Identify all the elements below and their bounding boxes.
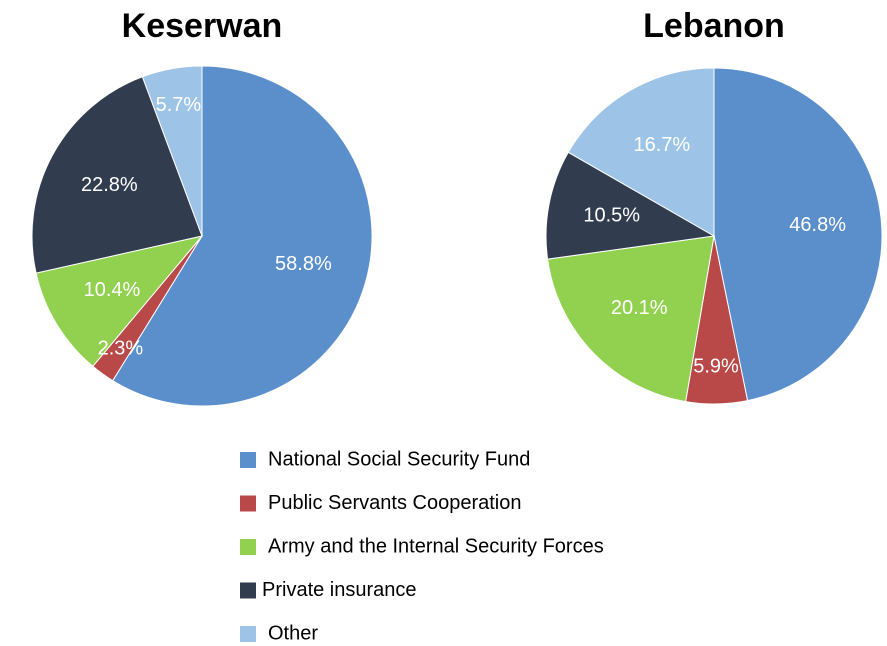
data-label: 10.4%	[84, 279, 141, 301]
legend-swatch	[240, 582, 256, 599]
pie-slice	[713, 67, 883, 402]
data-label: 22.8%	[81, 174, 138, 196]
legend-label: Public Servants Cooperation	[268, 492, 521, 514]
chart-title: Keserwan	[122, 7, 283, 45]
data-label: 58.8%	[275, 253, 332, 275]
legend-swatch	[240, 495, 256, 512]
pie-slice	[141, 65, 203, 237]
legend-swatch	[240, 539, 256, 555]
data-label: 46.8%	[789, 214, 846, 236]
pie-slice	[35, 235, 204, 368]
legend-label: Other	[268, 622, 318, 644]
pie-slice	[547, 235, 715, 403]
legend-label: Private insurance	[262, 579, 417, 601]
chart-title: Lebanon	[643, 7, 785, 45]
data-label: 2.3%	[98, 337, 144, 359]
data-label: 20.1%	[611, 297, 668, 319]
data-label: 10.5%	[583, 204, 640, 226]
data-label: 5.7%	[156, 94, 202, 116]
data-label: 5.9%	[693, 355, 739, 377]
data-label: 16.7%	[633, 134, 690, 156]
pie-slice	[112, 65, 373, 407]
pie-slice	[567, 67, 715, 237]
legend-label: Army and the Internal Security Forces	[268, 535, 604, 557]
legend-swatch	[240, 626, 256, 642]
pie-slice	[545, 151, 716, 260]
pie-slice	[31, 76, 203, 274]
legend-swatch	[240, 452, 256, 468]
legend-label: National Social Security Fund	[268, 448, 530, 470]
